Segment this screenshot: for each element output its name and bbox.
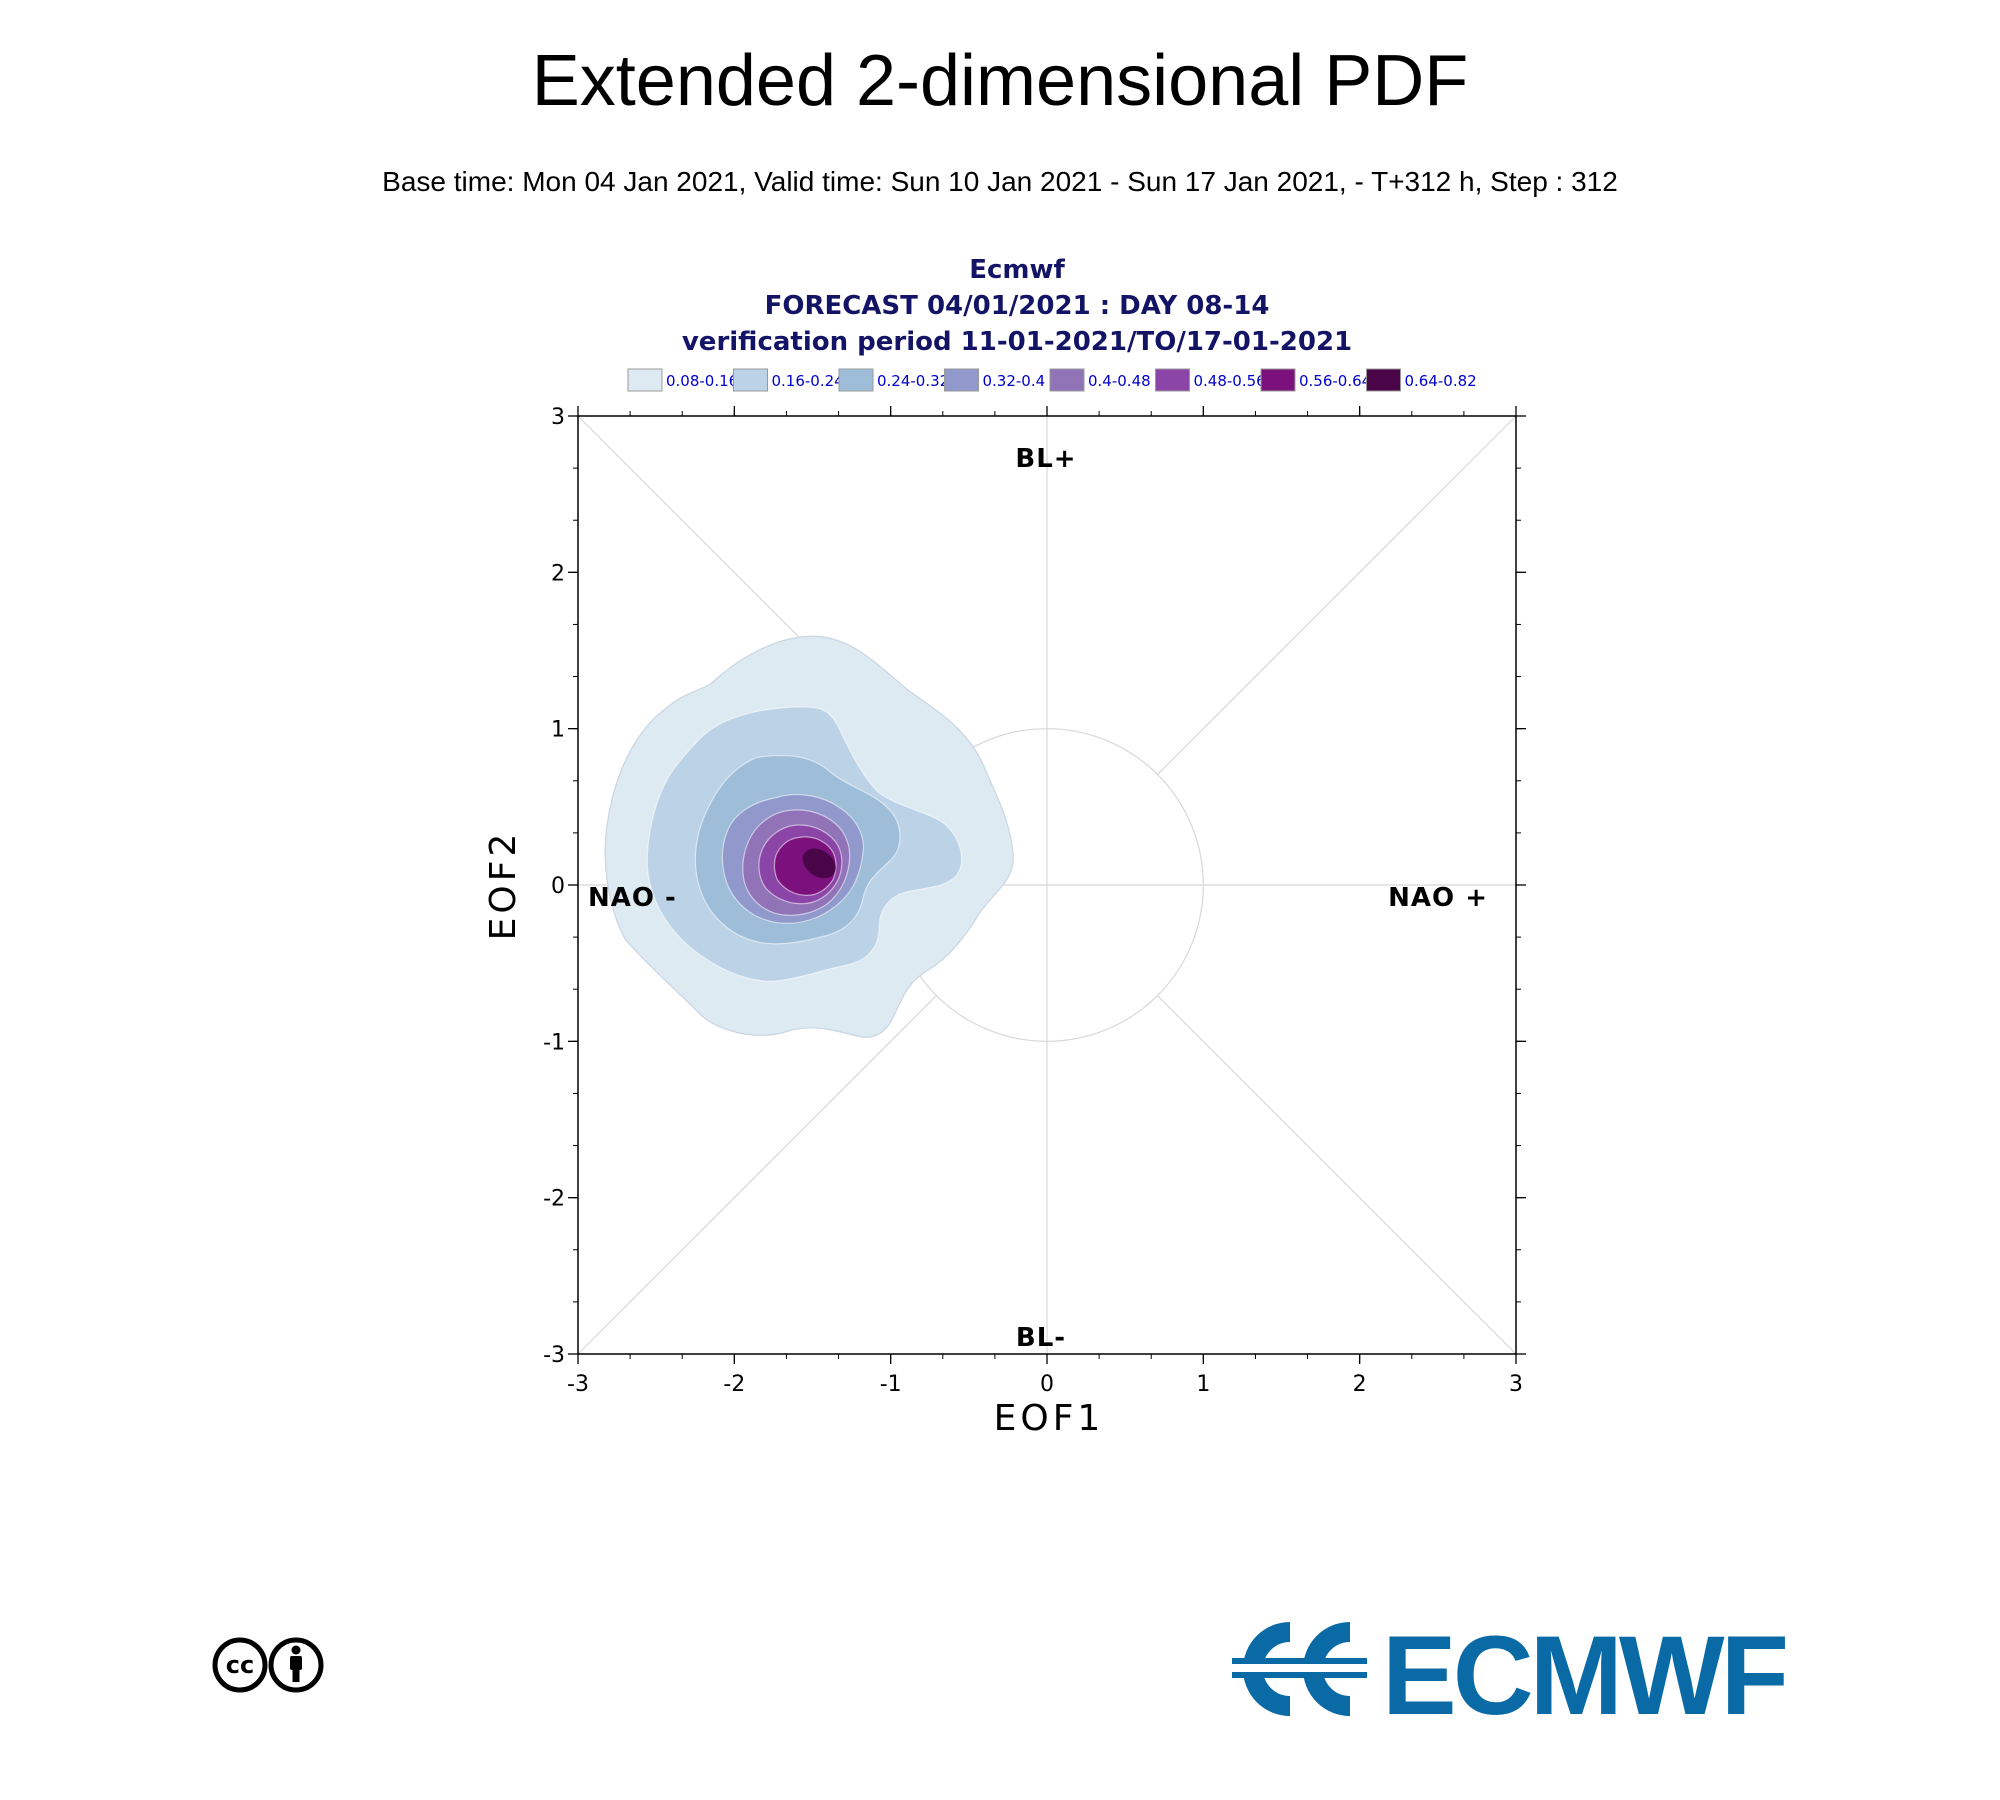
legend-swatch-overlay bbox=[1049, 368, 1085, 392]
chart-header-line: Ecmwf bbox=[969, 255, 1065, 285]
chart-header-line: verification period 11-01-2021/TO/17-01-… bbox=[682, 327, 1352, 357]
legend-swatch-overlay bbox=[733, 368, 768, 392]
legend-label: 0.4-0.48 bbox=[1088, 372, 1151, 390]
regime-label-right: NAO + bbox=[1388, 883, 1488, 913]
legend-swatch-overlay bbox=[1366, 368, 1401, 392]
legend-label: 0.16-0.24 bbox=[772, 372, 844, 390]
density-contours bbox=[604, 635, 1014, 1038]
regime-label-left: NAO - bbox=[588, 883, 677, 913]
y-tick-label: 2 bbox=[551, 561, 565, 586]
y-tick-label: -2 bbox=[543, 1187, 565, 1212]
x-axis-title: EOF1 bbox=[994, 1398, 1105, 1439]
y-tick-label: -1 bbox=[543, 1030, 565, 1055]
diagonal-line bbox=[577, 995, 937, 1355]
ecmwf-wordmark: ECMWF bbox=[1382, 1614, 1786, 1724]
legend-swatch-overlay bbox=[838, 368, 874, 392]
x-tick-label: 3 bbox=[1509, 1372, 1523, 1397]
legend-label: 0.48-0.56 bbox=[1194, 372, 1266, 390]
chart-axes: -3 -2 -1 0 1 2 3 -3 -2 -1 0 1 2 3 EOF1 EOF2 bbox=[483, 405, 1526, 1439]
chart-header-line: FORECAST 04/01/2021 : DAY 08-14 bbox=[765, 291, 1270, 321]
regime-label-top: BL+ bbox=[1015, 444, 1076, 474]
ecmwf-logo: ECMWF bbox=[1232, 1614, 1790, 1724]
legend-swatch-overlay bbox=[944, 368, 979, 392]
legend-label: 0.24-0.32 bbox=[877, 372, 949, 390]
legend-swatch-overlay bbox=[1260, 368, 1296, 392]
page-title: Extended 2-dimensional PDF bbox=[531, 41, 1469, 121]
legend-label: 0.32-0.4 bbox=[983, 372, 1046, 390]
x-tick-label: 0 bbox=[1040, 1372, 1054, 1397]
regime-labels: BL+ BL- NAO - NAO + bbox=[588, 444, 1488, 1353]
x-tick-label: 1 bbox=[1196, 1372, 1210, 1397]
density-peak bbox=[802, 848, 836, 879]
y-tick-label: -3 bbox=[543, 1343, 565, 1368]
svg-text:cc: cc bbox=[226, 1651, 254, 1679]
chart-header: Ecmwf FORECAST 04/01/2021 : DAY 08-14 veri… bbox=[682, 255, 1352, 357]
legend-label: 0.56-0.64 bbox=[1299, 372, 1371, 390]
x-tick-label: -2 bbox=[723, 1372, 745, 1397]
x-tick-label: 2 bbox=[1353, 1372, 1367, 1397]
legend-swatch bbox=[627, 368, 663, 392]
creative-commons-by-icon: cc bbox=[212, 1637, 324, 1693]
y-tick-label: 1 bbox=[551, 718, 565, 743]
diagonal-line bbox=[1157, 415, 1517, 775]
page-subtitle: Base time: Mon 04 Jan 2021, Valid time: … bbox=[382, 166, 1618, 197]
legend-label: 0.64-0.82 bbox=[1405, 372, 1477, 390]
x-tick-label: -3 bbox=[567, 1372, 589, 1397]
y-tick-label: 0 bbox=[551, 874, 565, 899]
x-tick-label: -1 bbox=[880, 1372, 902, 1397]
diagonal-line bbox=[1157, 995, 1517, 1355]
y-tick-label: 3 bbox=[551, 405, 565, 430]
chart-legend: 0.08-0.16 0.16-0.24 0.24-0.32 0.32-0.4 0.4-0… bbox=[627, 368, 1477, 392]
legend-label: 0.08-0.16 bbox=[666, 372, 738, 390]
y-axis-title: EOF2 bbox=[483, 830, 524, 941]
regime-label-bottom: BL- bbox=[1016, 1323, 1066, 1353]
legend-swatch-overlay bbox=[1155, 368, 1190, 392]
